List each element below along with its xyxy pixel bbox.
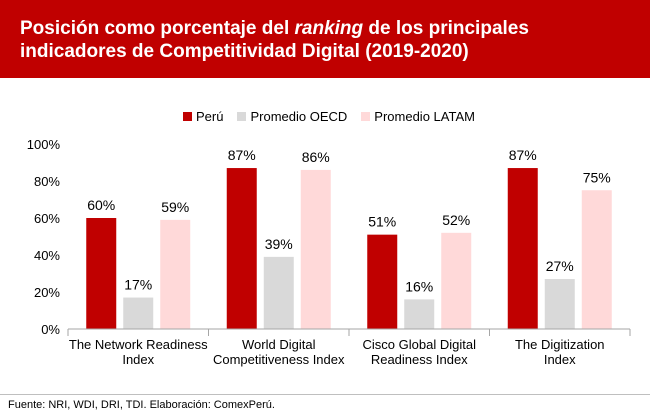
legend-swatch-oecd (237, 111, 247, 121)
legend-swatch-latam (361, 111, 371, 121)
data-label: 51% (368, 214, 396, 230)
chart-title: Posición como porcentaje del ranking de … (20, 17, 630, 63)
y-tick-label: 60% (34, 211, 60, 226)
y-tick-label: 20% (34, 285, 60, 300)
footer-divider (0, 394, 650, 395)
x-category-label: Index (544, 352, 576, 367)
bar-latam (441, 232, 472, 329)
legend-item-oecd: Promedio OECD (237, 109, 347, 124)
data-label: 17% (124, 277, 152, 293)
title-part-1: Posición como porcentaje del (20, 18, 295, 39)
legend-label-oecd: Promedio OECD (250, 108, 348, 124)
bar-latam (160, 219, 191, 329)
data-label: 87% (228, 147, 256, 163)
data-label: 16% (405, 278, 433, 294)
data-label: 27% (546, 258, 574, 274)
bar-peru (86, 218, 117, 329)
bar-latam (581, 190, 612, 329)
legend-item-latam: Promedio LATAM (361, 109, 475, 124)
x-category-label: Cisco Global Digital (363, 337, 477, 352)
header-banner: Posición como porcentaje del ranking de … (0, 0, 650, 78)
data-label: 39% (265, 236, 293, 252)
bar-latam (300, 169, 331, 329)
data-label: 52% (442, 212, 470, 228)
data-label: 75% (583, 169, 611, 185)
title-part-3: de los principales indicadores de Compet… (20, 18, 529, 62)
bar-peru (507, 168, 538, 329)
y-tick-label: 100% (27, 137, 61, 152)
bar-peru (367, 234, 398, 329)
legend-swatch-peru (183, 111, 192, 121)
legend-item-peru: Perú (183, 109, 223, 124)
data-label: 86% (302, 149, 330, 165)
legend-label-peru: Perú (196, 108, 224, 124)
bar-oecd (544, 279, 575, 329)
x-category-label: The Network Readiness (69, 337, 208, 352)
bar-peru (226, 168, 257, 329)
bar-oecd (404, 299, 435, 329)
x-category-label: Competitiveness Index (213, 352, 345, 367)
legend-label-latam: Promedio LATAM (374, 108, 475, 124)
x-category-label: World Digital (242, 337, 316, 352)
bar-oecd (263, 256, 294, 329)
y-tick-label: 0% (41, 322, 60, 337)
bar-oecd (123, 297, 154, 329)
source-note: Fuente: NRI, WDI, DRI, TDI. Elaboración:… (8, 399, 275, 411)
data-label: 59% (161, 199, 189, 215)
x-category-label: Index (122, 352, 154, 367)
data-label: 60% (87, 197, 115, 213)
y-tick-label: 80% (34, 174, 60, 189)
title-part-2: ranking (294, 18, 364, 39)
y-tick-label: 40% (34, 248, 60, 263)
x-category-label: Readiness Index (371, 352, 468, 367)
data-label: 87% (509, 147, 537, 163)
legend: Perú Promedio OECD Promedio LATAM (183, 109, 489, 124)
x-category-label: The Digitization (515, 337, 605, 352)
